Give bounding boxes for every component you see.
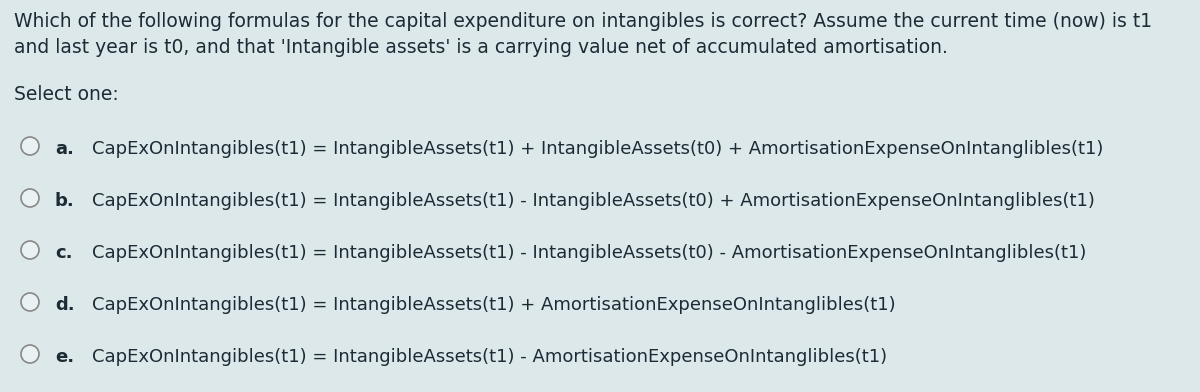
Circle shape bbox=[22, 137, 38, 155]
Circle shape bbox=[22, 345, 38, 363]
Text: CapExOnIntangibles(t1) = IntangibleAssets(t1) + IntangibleAssets(t0) + Amortisat: CapExOnIntangibles(t1) = IntangibleAsset… bbox=[92, 140, 1103, 158]
Text: d.: d. bbox=[55, 296, 74, 314]
Text: a.: a. bbox=[55, 140, 74, 158]
Text: c.: c. bbox=[55, 244, 72, 262]
Text: e.: e. bbox=[55, 348, 74, 366]
Text: Which of the following formulas for the capital expenditure on intangibles is co: Which of the following formulas for the … bbox=[14, 12, 1152, 31]
Text: CapExOnIntangibles(t1) = IntangibleAssets(t1) + AmortisationExpenseOnIntanglible: CapExOnIntangibles(t1) = IntangibleAsset… bbox=[92, 296, 895, 314]
Circle shape bbox=[22, 241, 38, 259]
Text: CapExOnIntangibles(t1) = IntangibleAssets(t1) - IntangibleAssets(t0) - Amortisat: CapExOnIntangibles(t1) = IntangibleAsset… bbox=[92, 244, 1086, 262]
Text: Select one:: Select one: bbox=[14, 85, 119, 104]
Text: b.: b. bbox=[55, 192, 74, 210]
Text: CapExOnIntangibles(t1) = IntangibleAssets(t1) - AmortisationExpenseOnIntanglible: CapExOnIntangibles(t1) = IntangibleAsset… bbox=[92, 348, 887, 366]
Text: CapExOnIntangibles(t1) = IntangibleAssets(t1) - IntangibleAssets(t0) + Amortisat: CapExOnIntangibles(t1) = IntangibleAsset… bbox=[92, 192, 1094, 210]
Text: and last year is t0, and that 'Intangible assets' is a carrying value net of acc: and last year is t0, and that 'Intangibl… bbox=[14, 38, 948, 57]
Circle shape bbox=[22, 293, 38, 311]
Circle shape bbox=[22, 189, 38, 207]
